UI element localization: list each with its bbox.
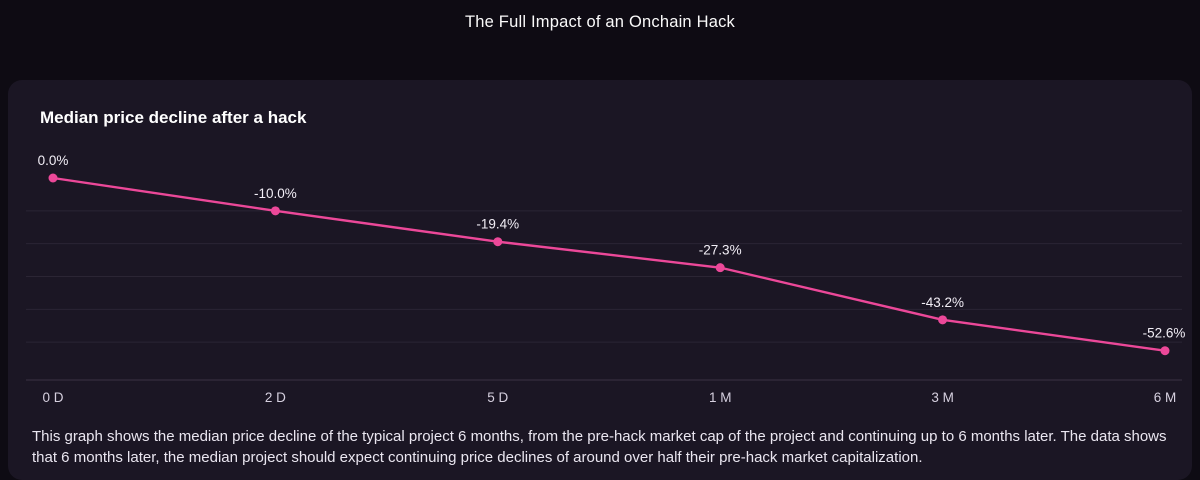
x-tick-label: 3 M [931,390,954,405]
point-label: -10.0% [254,186,297,201]
point-label: -43.2% [921,295,964,310]
point-label: -27.3% [699,243,742,258]
data-point [938,315,948,325]
point-label: 0.0% [38,153,69,168]
point-label: -19.4% [476,217,519,232]
x-tick-label: 0 D [42,390,63,405]
x-tick-label: 5 D [487,390,508,405]
x-tick-label: 6 M [1154,390,1177,405]
chart-card: Median price decline after a hack 0.0% 0 … [8,80,1192,480]
decline-line-chart: 0.0% 0 D -10.0% 2 D -19.4% 5 D -27.3% 1 M -43.2%… [26,153,1186,405]
data-point [48,173,58,183]
data-point [715,263,725,273]
chart-title: Median price decline after a hack [40,108,307,127]
chart-caption: This graph shows the median price declin… [32,428,1167,467]
x-tick-label: 1 M [709,390,732,405]
point-label: -52.6% [1143,326,1186,341]
data-point [270,206,280,216]
data-point [493,237,503,247]
x-tick-label: 2 D [265,390,286,405]
decline-line [51,176,1167,352]
page-title: The Full Impact of an Onchain Hack [464,13,735,31]
data-point [1160,346,1170,356]
